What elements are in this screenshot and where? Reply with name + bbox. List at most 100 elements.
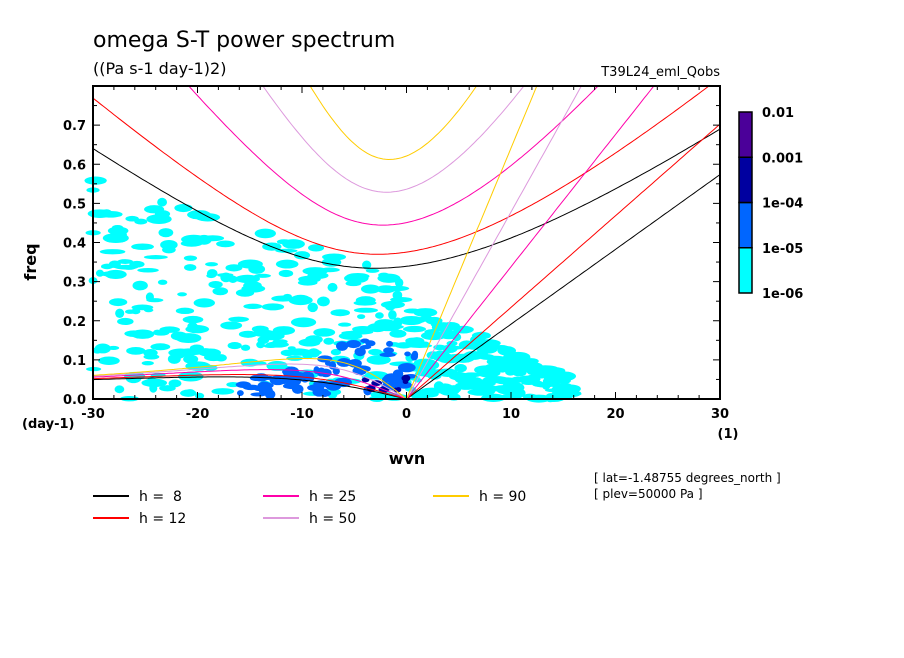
power-contour-1e-06 <box>101 263 114 270</box>
legend-label-h12: h = 12 <box>139 511 186 527</box>
power-contour-1e-06 <box>288 295 313 306</box>
power-contour-1e-06 <box>182 315 204 324</box>
power-contour-1e-05 <box>354 347 366 357</box>
power-contour-1e-06 <box>180 240 203 247</box>
power-contour-1e-06 <box>115 308 125 318</box>
power-contour-1e-06 <box>206 269 218 278</box>
power-contour-1e-06 <box>260 331 285 341</box>
power-contour-1e-06 <box>384 301 396 311</box>
power-contour-1e-06 <box>211 388 235 395</box>
y-axis-label: freq <box>21 243 40 280</box>
power-contour-1e-06 <box>170 331 188 341</box>
power-contour-1e-06 <box>143 255 168 260</box>
power-contour-1e-06 <box>526 374 551 379</box>
power-contour-1e-06 <box>375 312 384 319</box>
power-contour-1e-06 <box>256 341 265 349</box>
power-contour-1e-06 <box>177 292 187 297</box>
power-contour-1e-05 <box>309 384 325 390</box>
power-contour-1e-05 <box>360 338 370 344</box>
power-contour-1e-04 <box>371 380 383 387</box>
x-tick-label: -30 <box>81 407 105 422</box>
power-contour-1e-06 <box>481 393 506 402</box>
power-contour-1e-06 <box>143 308 154 313</box>
power-contour-1e-06 <box>557 370 569 381</box>
dispersion-curve-rossby-h25 <box>93 369 407 399</box>
power-field <box>84 176 582 403</box>
axis-ticks: -30 -20 -10 0 10 20 30 0.0 0.1 0.2 0.3 0.4 0.5 0.6 0.7 <box>63 86 729 422</box>
chart-subtitle: ((Pa s-1 day-1)2) <box>93 59 226 78</box>
power-contour-1e-06 <box>405 337 419 345</box>
power-contour-1e-06 <box>243 303 263 310</box>
power-contour-1e-06 <box>240 344 251 351</box>
power-contour-1e-06 <box>237 259 263 269</box>
power-contour-1e-06 <box>344 273 369 284</box>
power-contour-1e-06 <box>159 385 176 392</box>
x-tick-label: -20 <box>186 407 210 422</box>
power-contour-1e-05 <box>236 390 244 396</box>
power-contour-1e-06 <box>545 393 556 403</box>
power-contour-1e-06 <box>240 358 260 367</box>
power-contour-1e-06 <box>290 317 317 328</box>
colorbar-label: 0.001 <box>762 151 803 166</box>
dispersion-curve-inertia-gravity-h50 <box>262 86 525 193</box>
y-tick-label: 0.0 <box>63 393 86 408</box>
dispersion-curve-inertia-gravity-h12 <box>93 86 710 255</box>
power-contour-1e-06 <box>360 284 381 294</box>
power-contour-1e-06 <box>317 296 330 307</box>
colorbar: 1e-06 1e-05 1e-04 0.001 0.01 <box>738 106 803 302</box>
power-contour-1e-06 <box>189 344 205 352</box>
power-contour-1e-06 <box>132 280 148 291</box>
power-contour-1e-04 <box>402 379 409 384</box>
power-contour-1e-06 <box>146 214 172 224</box>
power-contour-1e-06 <box>94 343 111 354</box>
power-contour-1e-06 <box>212 287 229 296</box>
x-axis-label: wvn <box>389 449 426 468</box>
power-contour-1e-06 <box>516 363 531 373</box>
power-contour-1e-06 <box>141 378 168 388</box>
power-contour-1e-06 <box>308 244 325 252</box>
power-contour-1e-06 <box>175 307 195 314</box>
run-label: T39L24_eml_Qobs <box>600 65 720 80</box>
dispersion-curve-rossby-h90 <box>93 358 407 399</box>
power-contour-1e-06 <box>542 382 551 390</box>
power-contour-1e-06 <box>265 341 289 348</box>
x-tick-label: 0 <box>402 407 411 422</box>
power-contour-1e-06 <box>293 251 311 260</box>
power-contour-1e-06 <box>280 349 296 357</box>
power-contour-1e-06 <box>157 197 168 207</box>
legend-label-h25: h = 25 <box>309 489 356 505</box>
power-contour-1e-06 <box>98 210 123 218</box>
colorbar-label: 1e-05 <box>762 242 803 257</box>
colorbar-swatch <box>738 156 753 204</box>
power-contour-1e-06 <box>124 330 144 337</box>
power-contour-1e-06 <box>497 346 517 356</box>
power-contour-1e-06 <box>102 233 129 244</box>
power-contour-1e-06 <box>377 273 401 283</box>
dispersion-curve-rossby-h8 <box>93 376 407 399</box>
power-contour-1e-06 <box>271 295 295 302</box>
power-contour-1e-06 <box>506 387 524 397</box>
power-contour-1e-06 <box>228 316 250 322</box>
power-contour-1e-06 <box>208 281 223 289</box>
power-contour-1e-06 <box>307 302 318 313</box>
power-contour-1e-06 <box>389 329 407 338</box>
power-contour-1e-06 <box>330 348 342 356</box>
power-contour-1e-05 <box>404 351 411 357</box>
x-unit-label: (1) <box>718 427 739 442</box>
power-contour-1e-06 <box>322 253 347 261</box>
power-contour-1e-06 <box>220 321 243 330</box>
power-contour-1e-06 <box>143 348 158 357</box>
power-contour-1e-06 <box>392 317 403 328</box>
power-contour-1e-06 <box>341 330 360 335</box>
colorbar-label: 1e-04 <box>762 197 803 212</box>
power-contour-1e-05 <box>282 382 300 390</box>
colorbar-swatch <box>738 111 753 158</box>
power-contour-1e-06 <box>125 215 139 222</box>
power-contour-1e-06 <box>454 363 467 373</box>
power-contour-1e-06 <box>254 273 271 278</box>
power-contour-1e-06 <box>403 325 427 333</box>
power-contour-1e-06 <box>114 385 125 394</box>
power-contour-1e-06 <box>205 262 219 267</box>
colorbar-swatch <box>738 201 753 249</box>
colorbar-swatch <box>738 247 753 294</box>
